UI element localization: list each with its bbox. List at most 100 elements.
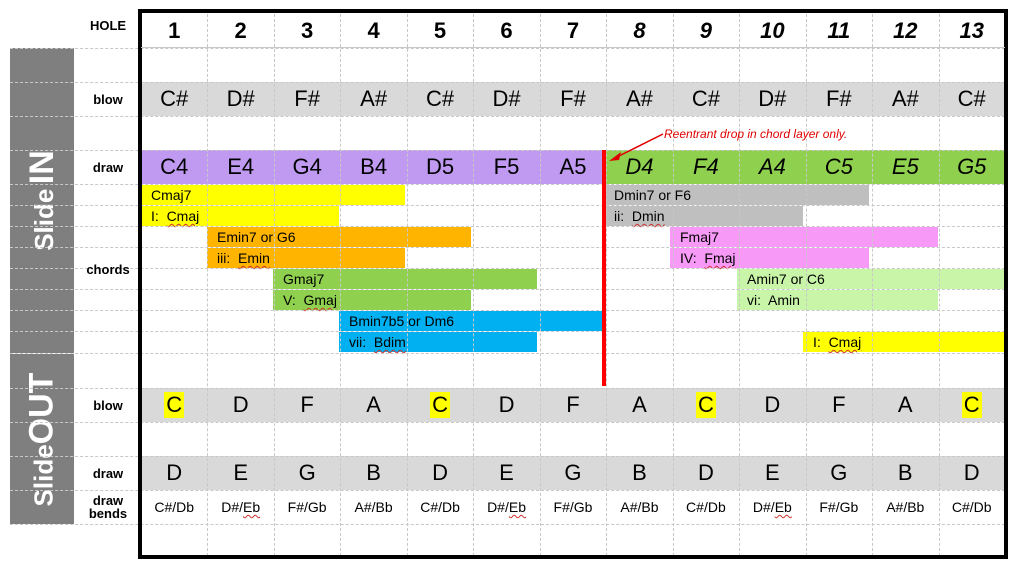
row-label-draw-out: draw	[92, 465, 124, 481]
hole-number: 6	[500, 18, 513, 43]
chord-vii-bdim: vii: Bdim	[339, 332, 537, 352]
slide-in-draw-note: G5	[939, 150, 1005, 184]
grid-vline	[340, 14, 342, 556]
draw-bend-note-text: C#/Db	[154, 499, 195, 515]
annotation-arrow-icon	[609, 133, 664, 161]
draw-bend-note-text: D#/Eb	[487, 499, 526, 515]
chord-bmin7b5: Bmin7b5 or Dm6	[339, 311, 603, 331]
slide-out-draw-note-text: G	[564, 460, 582, 485]
slide-in-draw-note-text: F5	[493, 154, 520, 179]
draw-bend-note: C#/Db	[939, 490, 1005, 524]
grid-hline	[10, 353, 1005, 354]
slide-out-blow-note: C	[407, 388, 473, 422]
slide-in-draw-note: F5	[473, 150, 539, 184]
hole-number: 3	[301, 18, 314, 43]
chord-vii-name: Bdim	[373, 334, 406, 350]
slide-in-blow-note-text: F#	[825, 86, 852, 111]
slide-out-draw-note: D	[407, 456, 473, 490]
slide-in-small-text: Slide	[28, 188, 59, 251]
slide-in-draw-note: A5	[540, 150, 606, 184]
slide-out-draw-note-text: G	[298, 460, 316, 485]
grid-hline	[10, 310, 1005, 311]
chord-i2-cmaj: I: Cmaj	[803, 332, 1005, 352]
row-label-draw-bends-1: draw	[92, 493, 124, 508]
slide-out-blow-note-text: C	[164, 392, 185, 418]
slide-out-blow-note: C	[141, 388, 207, 422]
chord-cmaj7: Cmaj7	[141, 185, 405, 205]
hole-number: 11	[827, 18, 851, 43]
chord-vi-name: Amin	[768, 292, 800, 308]
slide-in-draw-note-text: B4	[360, 154, 388, 179]
slide-in-draw-note-text: A5	[559, 154, 587, 179]
grid-vline	[539, 14, 541, 556]
slide-out-draw-note: G	[540, 456, 606, 490]
grid-vline	[1004, 14, 1006, 556]
slide-in-blow-note: D#	[207, 82, 273, 116]
slide-in-blow-note-text: D#	[492, 86, 521, 111]
slide-in-blow-note: A#	[340, 82, 406, 116]
chord-iii-name: Emin	[238, 250, 270, 266]
chord-i-prefix: I:	[151, 208, 159, 224]
chord-v-prefix: V:	[283, 292, 296, 308]
slide-out-draw-note: E	[207, 456, 273, 490]
row-label-blow-out: blow	[93, 397, 123, 413]
slide-out-blow-note-text: A	[632, 392, 647, 417]
draw-bend-note-text: D#/Eb	[221, 499, 261, 515]
grid-hline	[10, 247, 1005, 248]
chord-vi-prefix: vi:	[747, 292, 761, 308]
slide-in-big-text: IN	[22, 150, 61, 185]
chord-i2-prefix: I:	[813, 334, 821, 350]
draw-bend-note-text: A#/Bb	[354, 499, 393, 515]
grid-hline	[10, 388, 1005, 389]
slide-out-blow-note-text: C	[430, 392, 450, 418]
draw-bend-note-text: F#/Gb	[553, 499, 593, 515]
grid-hline	[10, 150, 1005, 151]
reentrant-annotation: Reentrant drop in chord layer only.	[664, 127, 848, 141]
chord-emin7: Emin7 or G6	[207, 227, 471, 247]
draw-bend-note-text: A#/Bb	[620, 499, 659, 515]
slide-out-draw-note-text: D	[166, 460, 183, 485]
slide-out-blow-note-text: A	[366, 392, 381, 417]
slide-in-draw-note: G4	[274, 150, 340, 184]
draw-bend-note-text: F#/Gb	[287, 499, 327, 515]
grid-hline	[10, 268, 1005, 269]
draw-bend-note: A#/Bb	[340, 490, 406, 524]
grid-vline	[207, 14, 209, 556]
grid-vline	[606, 14, 608, 556]
slide-in-draw-note: C5	[806, 150, 872, 184]
slide-out-draw-note-text: D	[963, 460, 980, 485]
slide-out-draw-note: B	[606, 456, 672, 490]
slide-in-blow-note-text: A#	[625, 86, 653, 111]
grid-vline	[805, 14, 807, 556]
draw-bend-note-text: C#/Db	[686, 499, 726, 515]
chord-iii-emin: iii: Emin	[207, 248, 405, 268]
slide-out-draw-note-text: D	[697, 460, 714, 485]
slide-in-draw-note-text: G5	[957, 154, 987, 179]
slide-in-blow-note-text: C#	[160, 86, 189, 111]
slide-out-blow-note-text: C	[961, 392, 982, 418]
draw-bend-note: C#/Db	[141, 490, 207, 524]
draw-bend-note: D#/Eb	[473, 490, 539, 524]
grid-vline	[672, 14, 674, 556]
slide-in-draw-note-text: D5	[425, 154, 455, 179]
grid-hline	[10, 205, 1005, 206]
slide-out-blow-note-text: C	[695, 392, 716, 418]
slide-out-blow-note-text: D	[232, 392, 249, 417]
chord-vii-prefix: vii:	[349, 334, 367, 350]
slide-in-draw-note: E4	[207, 150, 273, 184]
slide-out-draw-note: D	[141, 456, 207, 490]
slide-in-blow-note: F#	[806, 82, 872, 116]
chord-i2-name: Cmaj	[828, 334, 862, 350]
slide-in-blow-note-text: A#	[891, 86, 919, 111]
grid-vline	[473, 14, 475, 556]
slide-out-draw-note-text: E	[765, 460, 780, 485]
slide-in-blow-note: F#	[540, 82, 606, 116]
slide-out-draw-note: D	[673, 456, 739, 490]
slide-in-draw-note-text: G4	[292, 154, 322, 179]
slide-out-blow-note: D	[739, 388, 805, 422]
grid-hline	[10, 331, 1005, 332]
slide-in-draw-note: E5	[872, 150, 938, 184]
slide-out-blow-band	[141, 388, 1005, 422]
slide-out-label: SlideOUT	[10, 354, 74, 524]
slide-out-blow-note: A	[872, 388, 938, 422]
